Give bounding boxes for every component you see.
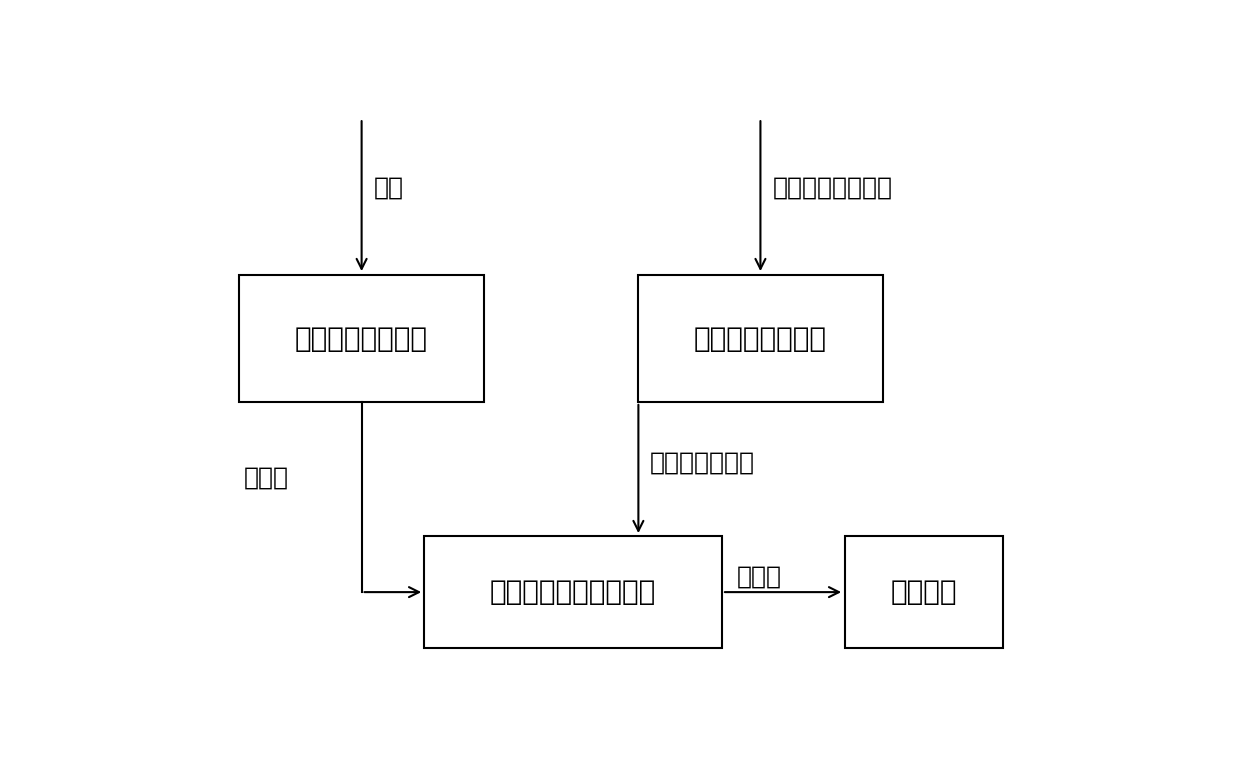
Bar [844,536,1003,648]
Bar [637,275,883,402]
Text: 数据特征标定模块: 数据特征标定模块 [694,325,827,353]
Text: 总线信息映射模块: 总线信息映射模块 [295,325,428,353]
Text: 指令字: 指令字 [243,466,289,489]
Text: 数据分发查询表: 数据分发查询表 [650,450,755,474]
Text: 消息处理: 消息处理 [890,578,957,606]
Text: 数据分流批量处理模块: 数据分流批量处理模块 [490,578,656,606]
Text: 消息: 消息 [374,176,404,200]
Bar [239,275,484,402]
Text: 数据处理分发需求: 数据处理分发需求 [773,176,893,200]
Text: 策略码: 策略码 [737,565,781,589]
Bar [424,536,722,648]
